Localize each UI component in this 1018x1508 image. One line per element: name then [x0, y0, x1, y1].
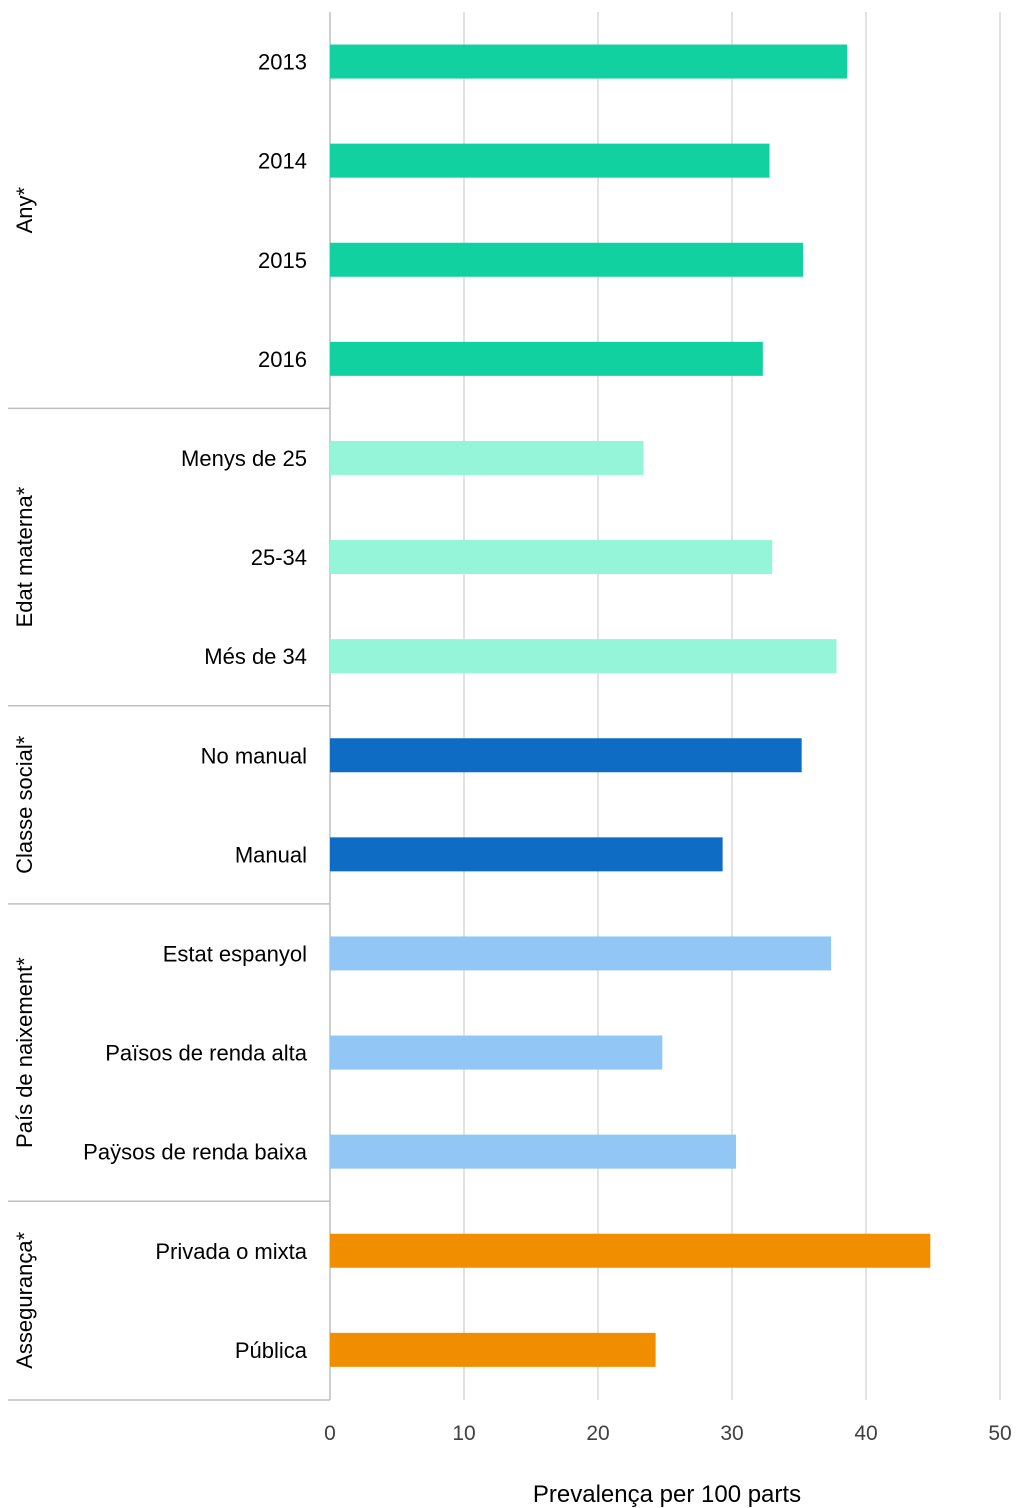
bar: [330, 738, 802, 773]
x-tick-label: 50: [988, 1422, 1011, 1445]
bar: [330, 143, 770, 178]
category-label: No manual: [201, 743, 307, 768]
bar: [330, 44, 848, 79]
category-label: 25-34: [251, 545, 307, 570]
category-label: 2013: [258, 50, 307, 75]
x-tick-label: 40: [854, 1422, 877, 1445]
bar: [330, 1233, 931, 1268]
bars: [330, 44, 931, 1367]
bar: [330, 440, 644, 475]
category-label: 2014: [258, 149, 307, 174]
bar: [330, 1134, 737, 1169]
category-label: 2015: [258, 248, 307, 273]
x-tick-label: 20: [586, 1422, 609, 1445]
x-tick-label: 10: [452, 1422, 475, 1445]
group-label: Any*: [12, 187, 37, 234]
bar: [330, 639, 837, 674]
category-label: Menys de 25: [181, 446, 307, 471]
category-label: Estat espanyol: [163, 941, 307, 966]
category-label: Més de 34: [204, 644, 307, 669]
bar: [330, 540, 773, 575]
bar: [330, 1332, 656, 1367]
x-tick-label: 0: [324, 1422, 336, 1445]
bar: [330, 242, 804, 277]
chart-frame: [8, 12, 331, 1401]
group-label: Asseguranҫa*: [12, 1231, 37, 1368]
category-label: 2016: [258, 347, 307, 372]
x-axis-ticks: 0 10 20 30 40 50: [324, 1422, 1012, 1445]
category-label: Privada o mixta: [155, 1239, 307, 1264]
category-label: Pública: [235, 1338, 308, 1363]
bar: [330, 936, 832, 971]
bar: [330, 837, 723, 872]
category-label: Paÿsos de renda baixa: [83, 1140, 308, 1165]
category-label: Manual: [235, 842, 307, 867]
category-labels: 2013 2014 2015 2016 Menys de 25 25-34 Més de 3…: [83, 50, 308, 1363]
group-label: Edat materna*: [12, 486, 37, 627]
gridlines: [463, 12, 1001, 1400]
group-label: Classe social*: [12, 735, 37, 874]
bar: [330, 341, 763, 376]
group-labels: Any* Edat materna* Classe social* País de n…: [12, 187, 37, 1369]
bar: [330, 1035, 663, 1070]
category-label: Països de renda alta: [105, 1041, 308, 1066]
group-label: País de naixement*: [12, 957, 37, 1148]
x-tick-label: 30: [720, 1422, 743, 1445]
x-axis-title: Prevalença per 100 parts: [533, 1481, 801, 1508]
